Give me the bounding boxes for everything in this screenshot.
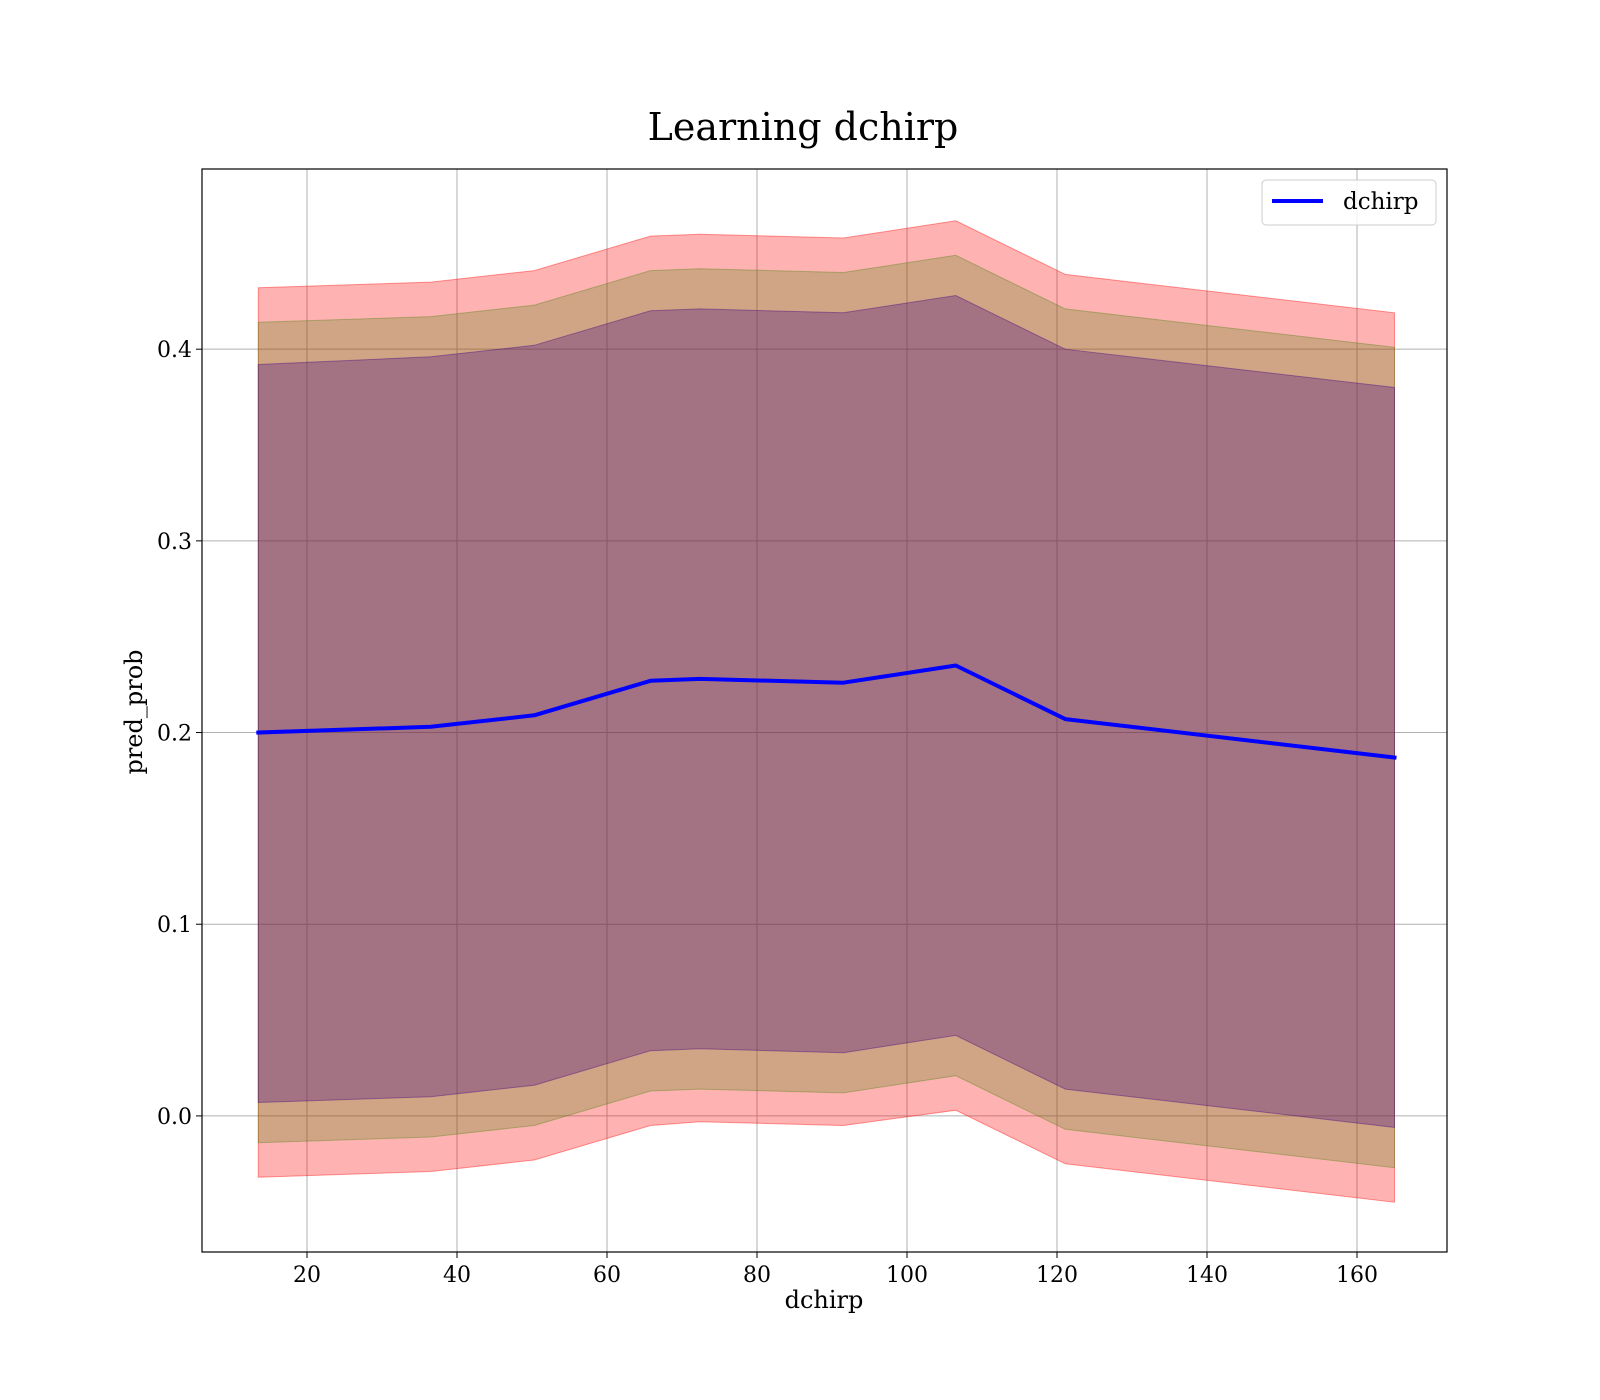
x-tick-label: 60	[593, 1263, 621, 1288]
confidence-band-3	[257, 294, 1395, 1128]
y-tick-label: 0.3	[157, 530, 192, 555]
x-axis-label: dchirp	[785, 1286, 864, 1314]
legend-label: dchirp	[1343, 189, 1419, 215]
legend-box	[1261, 179, 1437, 226]
confidence-bands	[257, 220, 1395, 1203]
chart-title: Learning dchirp	[648, 105, 959, 149]
y-axis-ticks: 0.0 0.1 0.2 0.3 0.4	[157, 338, 202, 1130]
x-tick-label: 40	[443, 1263, 471, 1288]
x-tick-label: 120	[1036, 1263, 1078, 1288]
y-tick-label: 0.2	[157, 722, 192, 747]
x-tick-label: 100	[886, 1263, 928, 1288]
confidence-band-1	[257, 220, 1395, 1203]
y-tick-label: 0.0	[157, 1105, 192, 1130]
legend: dchirp	[1261, 179, 1437, 226]
series-lines	[256, 663, 1397, 760]
y-axis-label: pred_prob	[120, 649, 148, 774]
x-tick-label: 140	[1186, 1263, 1228, 1288]
grid	[202, 169, 1447, 1252]
x-axis-ticks: 20 40 60 80 100 120 140 160	[293, 1252, 1378, 1288]
y-tick-label: 0.1	[157, 913, 192, 938]
y-tick-label: 0.4	[157, 338, 192, 363]
x-tick-label: 80	[743, 1263, 771, 1288]
plot-frame	[201, 168, 1448, 1253]
x-tick-label: 160	[1336, 1263, 1378, 1288]
x-tick-label: 20	[293, 1263, 321, 1288]
series-line-1	[256, 663, 1397, 760]
confidence-band-2	[257, 254, 1395, 1169]
